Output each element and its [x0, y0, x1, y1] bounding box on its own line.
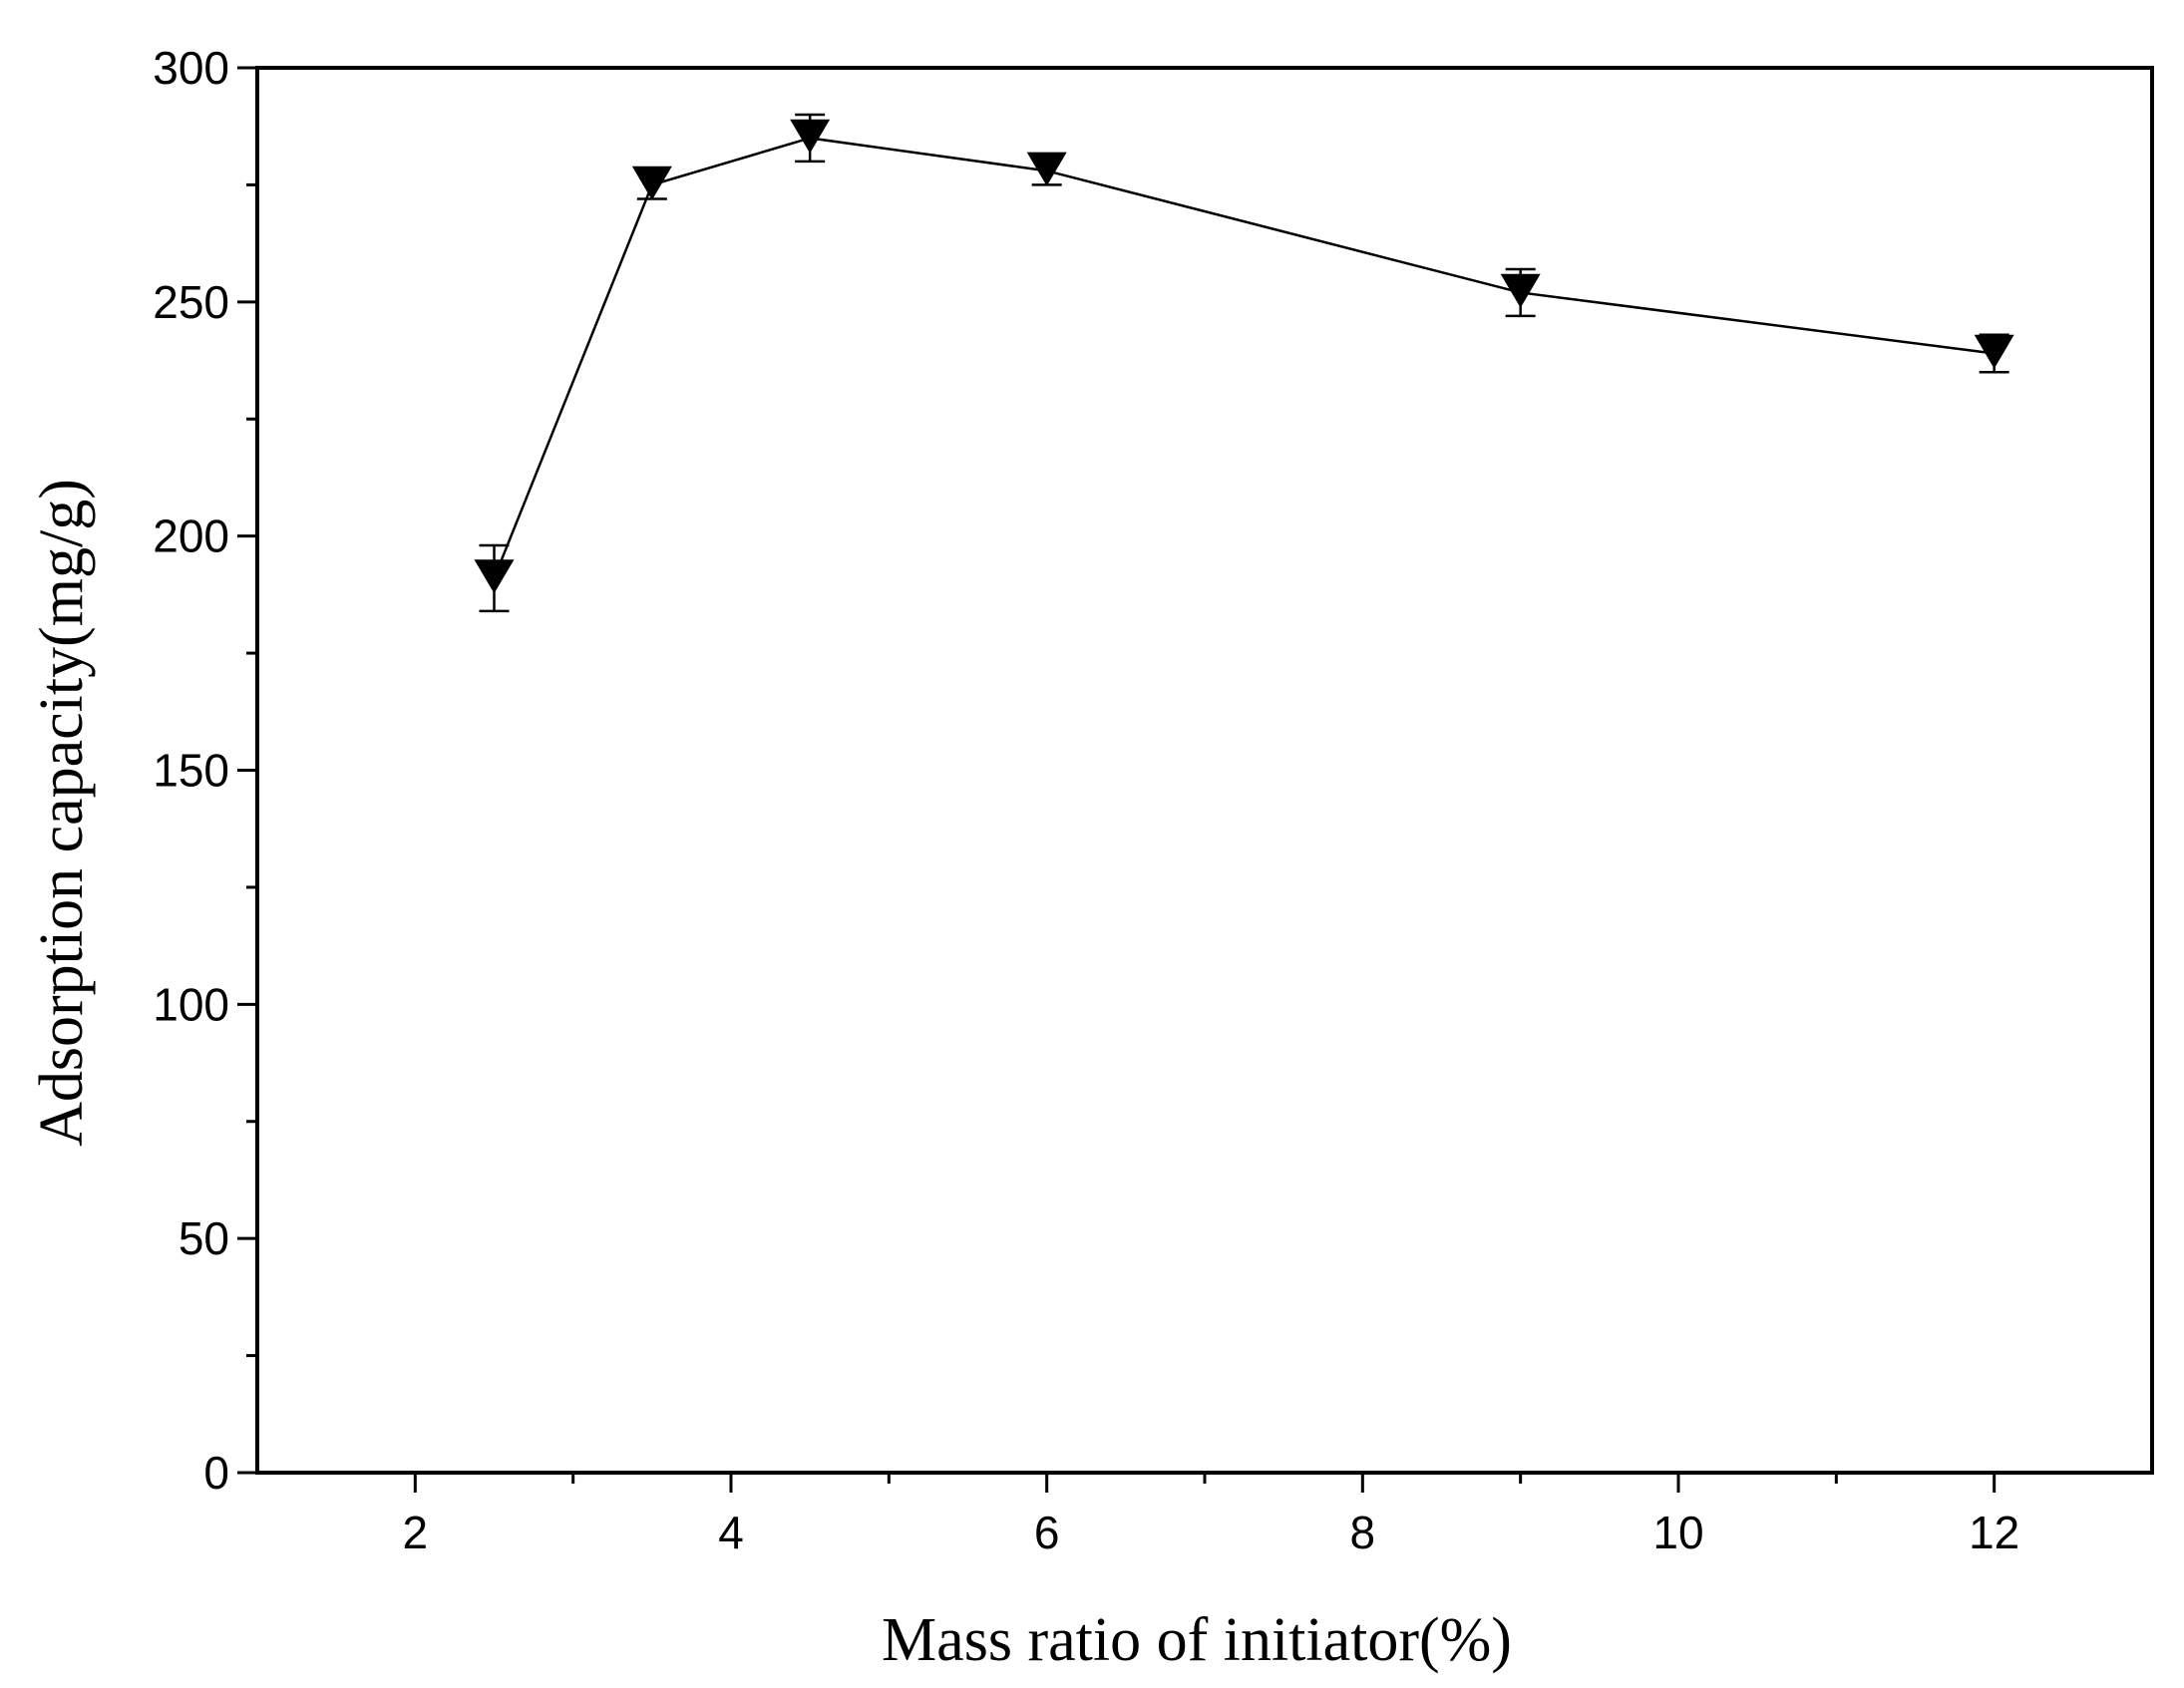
y-tick-label: 300	[153, 42, 229, 94]
y-tick-label: 200	[153, 510, 229, 562]
y-axis-title: Adsorption capacity(mg/g)	[28, 479, 96, 1147]
series-layer	[474, 113, 2014, 613]
x-tick-label: 2	[403, 1507, 429, 1558]
x-tick-label: 8	[1350, 1507, 1376, 1558]
x-tick-label: 12	[1969, 1507, 2019, 1558]
data-point-marker	[474, 559, 515, 594]
x-tick-label: 4	[718, 1507, 744, 1558]
y-tick-label: 0	[203, 1447, 229, 1499]
series-line	[493, 137, 1995, 579]
y-tick-label: 100	[153, 978, 229, 1030]
x-axis-title: Mass ratio of initiator(%)	[882, 1606, 1512, 1674]
data-point-marker	[1974, 334, 2014, 369]
y-tick-label: 50	[179, 1212, 229, 1264]
y-tick-label: 150	[153, 745, 229, 797]
data-point-marker	[631, 166, 672, 200]
data-point-marker	[1500, 273, 1541, 308]
data-point-marker	[790, 119, 831, 154]
plot-border	[255, 66, 2154, 1475]
x-tick-label: 6	[1034, 1507, 1060, 1558]
plot-frame	[255, 66, 2154, 1475]
x-tick-label: 10	[1652, 1507, 1703, 1558]
x-axis-ticks: 2 4 6 8 10 12	[403, 1473, 2019, 1558]
y-tick-label: 250	[153, 276, 229, 328]
data-point-marker	[1026, 152, 1067, 186]
y-axis-ticks: 0 50 100 150 200 250 300	[153, 42, 257, 1499]
